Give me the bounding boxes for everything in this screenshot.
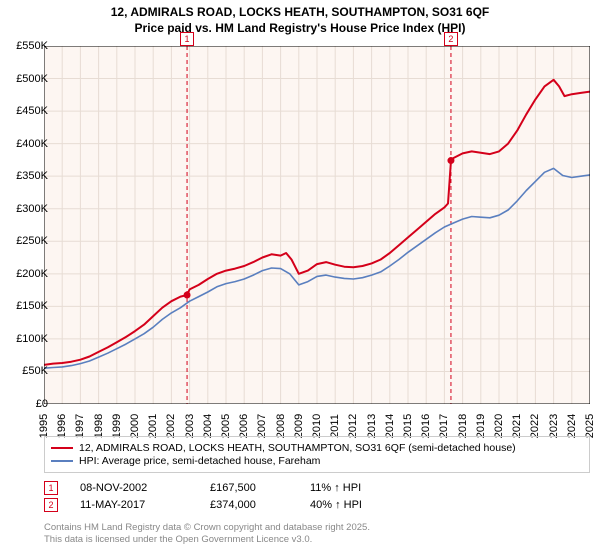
footer-line2: This data is licensed under the Open Gov… (44, 534, 590, 546)
event-date-1: 11-MAY-2017 (80, 499, 210, 511)
y-tick-label: £500K (6, 73, 48, 85)
y-tick-label: £300K (6, 203, 48, 215)
events-table: 1 08-NOV-2002 £167,500 11% ↑ HPI 2 11-MA… (44, 478, 590, 515)
x-tick-label: 1996 (56, 414, 68, 438)
legend: 12, ADMIRALS ROAD, LOCKS HEATH, SOUTHAMP… (44, 436, 590, 473)
x-tick-label: 2009 (293, 414, 305, 438)
title-line2: Price paid vs. HM Land Registry's House … (0, 20, 600, 36)
y-tick-label: £250K (6, 235, 48, 247)
event-hpi-1: 40% ↑ HPI (310, 499, 590, 511)
legend-swatch-0 (51, 447, 73, 449)
x-tick-label: 2012 (347, 414, 359, 438)
y-tick-label: £350K (6, 170, 48, 182)
chart-marker-2: 2 (444, 32, 458, 46)
y-tick-label: £200K (6, 268, 48, 280)
event-row-1: 2 11-MAY-2017 £374,000 40% ↑ HPI (44, 498, 590, 512)
chart-container: 12, ADMIRALS ROAD, LOCKS HEATH, SOUTHAMP… (0, 0, 600, 560)
title-line1: 12, ADMIRALS ROAD, LOCKS HEATH, SOUTHAMP… (0, 4, 600, 20)
y-tick-label: £150K (6, 300, 48, 312)
footer-line1: Contains HM Land Registry data © Crown c… (44, 522, 590, 534)
legend-swatch-1 (51, 460, 73, 462)
event-marker-0: 1 (44, 481, 58, 495)
x-tick-label: 2013 (366, 414, 378, 438)
plot-svg (44, 46, 590, 404)
x-tick-label: 2001 (147, 414, 159, 438)
event-date-0: 08-NOV-2002 (80, 482, 210, 494)
event-marker-1: 2 (44, 498, 58, 512)
x-tick-label: 1999 (111, 414, 123, 438)
x-tick-label: 2000 (129, 414, 141, 438)
footer: Contains HM Land Registry data © Crown c… (44, 522, 590, 547)
x-tick-label: 2016 (420, 414, 432, 438)
x-tick-label: 2018 (457, 414, 469, 438)
event-row-0: 1 08-NOV-2002 £167,500 11% ↑ HPI (44, 481, 590, 495)
legend-label-0: 12, ADMIRALS ROAD, LOCKS HEATH, SOUTHAMP… (79, 442, 516, 454)
y-tick-label: £400K (6, 138, 48, 150)
title-block: 12, ADMIRALS ROAD, LOCKS HEATH, SOUTHAMP… (0, 0, 600, 36)
x-tick-label: 2004 (202, 414, 214, 438)
x-tick-label: 2010 (311, 414, 323, 438)
legend-label-1: HPI: Average price, semi-detached house,… (79, 455, 320, 467)
x-tick-label: 1997 (74, 414, 86, 438)
x-tick-label: 2005 (220, 414, 232, 438)
chart-area (44, 46, 590, 404)
x-tick-label: 2024 (566, 414, 578, 438)
legend-item-0: 12, ADMIRALS ROAD, LOCKS HEATH, SOUTHAMP… (51, 442, 583, 454)
x-tick-label: 2020 (493, 414, 505, 438)
x-tick-label: 2002 (165, 414, 177, 438)
x-tick-label: 2019 (475, 414, 487, 438)
x-tick-label: 2015 (402, 414, 414, 438)
x-tick-label: 2008 (275, 414, 287, 438)
event-price-0: £167,500 (210, 482, 310, 494)
x-tick-label: 2021 (511, 414, 523, 438)
y-tick-label: £100K (6, 333, 48, 345)
x-tick-label: 2006 (238, 414, 250, 438)
x-tick-label: 2022 (529, 414, 541, 438)
x-tick-label: 2025 (584, 414, 596, 438)
x-tick-label: 2023 (548, 414, 560, 438)
x-tick-label: 2014 (384, 414, 396, 438)
chart-marker-1: 1 (180, 32, 194, 46)
y-tick-label: £0 (6, 398, 48, 410)
y-tick-label: £550K (6, 40, 48, 52)
x-tick-label: 2007 (256, 414, 268, 438)
x-tick-label: 1998 (93, 414, 105, 438)
legend-item-1: HPI: Average price, semi-detached house,… (51, 455, 583, 467)
event-hpi-0: 11% ↑ HPI (310, 482, 590, 494)
event-price-1: £374,000 (210, 499, 310, 511)
y-tick-label: £450K (6, 105, 48, 117)
x-tick-label: 2017 (438, 414, 450, 438)
x-tick-label: 1995 (38, 414, 50, 438)
x-tick-label: 2011 (329, 414, 341, 438)
y-tick-label: £50K (6, 365, 48, 377)
x-tick-label: 2003 (184, 414, 196, 438)
